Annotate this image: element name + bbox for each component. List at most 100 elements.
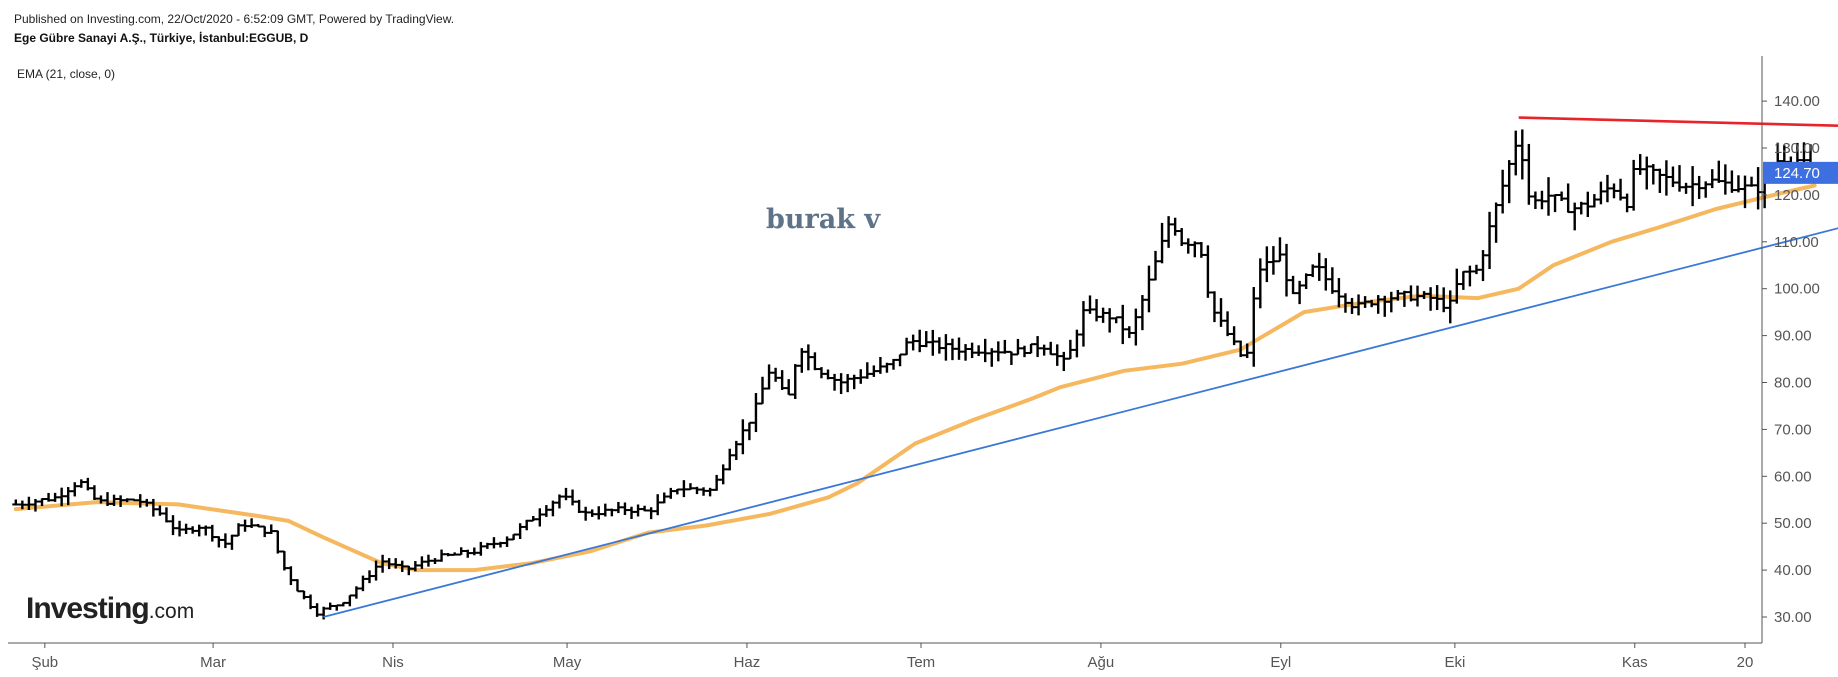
ohlc-bar (1040, 344, 1048, 356)
ohlc-bar (1551, 194, 1559, 213)
ohlc-bar (1734, 175, 1742, 193)
ohlc-bar (896, 353, 904, 367)
ohlc-bar (1564, 183, 1572, 214)
ohlc-bar (1250, 286, 1258, 367)
ohlc-bar (379, 554, 387, 573)
y-tick-label: 90.00 (1774, 328, 1812, 345)
ohlc-bar (785, 379, 793, 396)
ohlc-bar (1656, 168, 1664, 193)
y-tick-label: 80.00 (1774, 375, 1812, 392)
ohlc-bar (189, 526, 197, 534)
ohlc-bar (313, 603, 321, 617)
ohlc-bar (110, 494, 118, 506)
ohlc-bar (1558, 191, 1566, 202)
ohlc-bar (346, 594, 354, 607)
ohlc-bar (824, 369, 832, 380)
ohlc-bar (1459, 270, 1467, 290)
ohlc-bar (1289, 275, 1297, 295)
ohlc-bar (1492, 202, 1500, 243)
ohlc-bar (307, 594, 315, 610)
y-tick-label: 100.00 (1774, 281, 1820, 298)
ohlc-bar (765, 364, 773, 390)
last-price-label: 124.70 (1774, 165, 1820, 182)
ohlc-bar (1210, 291, 1218, 323)
ohlc-bar (804, 344, 812, 371)
ohlc-bar (202, 525, 210, 536)
ohlc-bar (1748, 176, 1756, 187)
ohlc-bar (182, 523, 190, 534)
ohlc-bar (595, 506, 603, 520)
ohlc-bar (1269, 246, 1277, 275)
ohlc-bar (1237, 340, 1245, 358)
ohlc-bar (909, 334, 917, 351)
trendlines[interactable] (323, 116, 1838, 618)
chart-header: Published on Investing.com, 22/Oct/2020 … (14, 10, 454, 48)
ema-indicator-label[interactable]: EMA (21, close, 0) (17, 67, 116, 81)
ohlc-bar (162, 507, 170, 523)
ohlc-bar (549, 500, 557, 517)
ohlc-bar (1368, 299, 1376, 308)
ohlc-bar (955, 337, 963, 360)
ohlc-bar (1545, 177, 1553, 216)
ohlc-bar (1394, 289, 1402, 301)
ohlc-bar (366, 570, 374, 584)
ohlc-bar (1440, 287, 1448, 313)
ohlc-bar (529, 515, 537, 522)
ohlc-bar (1374, 295, 1382, 314)
ohlc-bar (372, 560, 380, 581)
ohlc-bar (457, 547, 465, 556)
ohlc-bar (1571, 202, 1579, 231)
ohlc-bar (1079, 301, 1087, 347)
ohlc-bar (1538, 190, 1546, 210)
y-tick-label: 70.00 (1774, 421, 1812, 438)
ohlc-bar (176, 520, 184, 537)
ohlc-bar (1715, 160, 1723, 183)
ohlc-bar (418, 556, 426, 569)
ohlc-bar (876, 356, 884, 374)
ohlc-bar (1584, 191, 1592, 218)
ohlc-bar (1361, 296, 1369, 308)
ohlc-bar (942, 334, 950, 361)
ohlc-bar (424, 554, 432, 567)
ohlc-bar (1689, 166, 1697, 207)
ohlc-bar (490, 537, 498, 549)
ohlc-bar (97, 495, 105, 504)
x-tick-label: 20 (1737, 654, 1754, 671)
published-note: Published on Investing.com, 22/Oct/2020 … (14, 12, 455, 26)
ohlc-bar (1525, 143, 1533, 205)
ohlc-bar (293, 579, 301, 593)
ohlc-bar (1276, 237, 1284, 263)
symbol-title: Ege Gübre Sanayi A.Ş., Türkiye, İstanbul… (14, 31, 309, 45)
ohlc-bar (1007, 350, 1015, 365)
ohlc-bar (922, 331, 930, 348)
y-tick-label: 140.00 (1774, 93, 1820, 110)
y-tick-label: 30.00 (1774, 609, 1812, 626)
ema-layer (13, 183, 1817, 573)
ohlc-bar (1158, 222, 1166, 264)
ohlc-bar (1649, 164, 1657, 185)
ohlc-bar (667, 487, 675, 499)
ohlc-bar (745, 421, 753, 441)
ohlc-bar (523, 519, 531, 531)
ohlc-bar (1414, 285, 1422, 307)
ohlc-bar (1531, 191, 1539, 209)
ohlc-bar (1047, 341, 1055, 356)
ohlc-bar (916, 329, 924, 353)
ohlc-bar (759, 376, 767, 405)
ohlc-bar (686, 483, 694, 491)
ohlc-bar (451, 552, 459, 556)
ohlc-bar (693, 486, 701, 495)
ohlc-bar (1178, 228, 1186, 246)
ohlc-bar (1027, 343, 1035, 354)
ohlc-bar (713, 474, 721, 491)
ohlc-bar (1669, 166, 1677, 188)
ohlc-bar (1309, 264, 1317, 278)
ohlc-bar (261, 525, 269, 538)
ohlc-bar (136, 494, 144, 508)
ohlc-bar (1263, 246, 1271, 283)
ohlc-bar (1073, 329, 1081, 358)
ohlc-bar (981, 338, 989, 363)
ohlc-bar (1623, 193, 1631, 213)
ohlc-bar (1610, 183, 1618, 199)
